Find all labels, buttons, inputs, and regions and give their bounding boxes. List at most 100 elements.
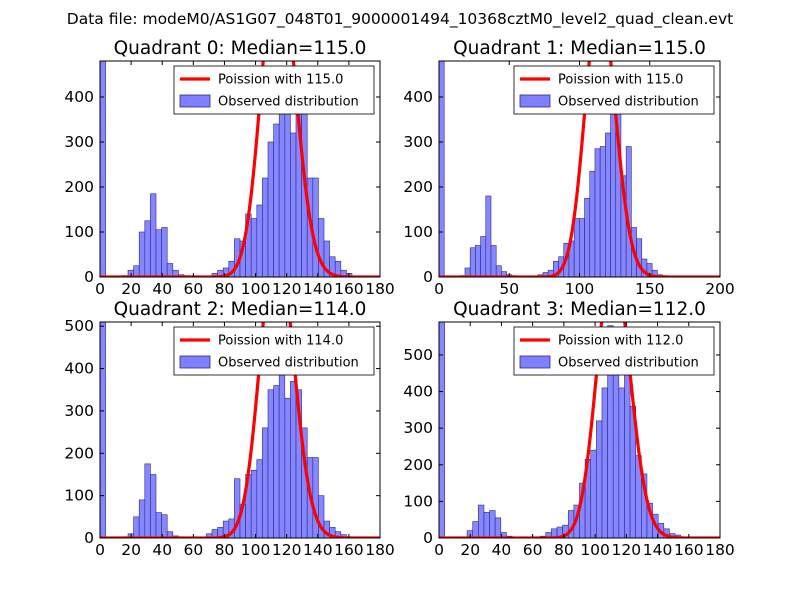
quadrant-2-poisson-curve xyxy=(100,322,380,538)
histogram-bar xyxy=(144,220,151,277)
histogram-bar xyxy=(155,229,162,277)
histogram-bar xyxy=(651,269,658,277)
histogram-bar xyxy=(161,227,168,277)
histogram-bar xyxy=(318,495,325,538)
y-tick-label: 100 xyxy=(64,223,94,241)
x-tick-label: 100 xyxy=(241,541,271,559)
histogram-bar xyxy=(489,510,496,538)
y-tick-label: 0 xyxy=(84,268,94,286)
legend-label-observed: Observed distribution xyxy=(558,356,699,371)
x-tick-label: 60 xyxy=(183,541,203,559)
y-tick-label: 300 xyxy=(403,419,433,437)
histogram-bar xyxy=(439,61,445,277)
x-tick-label: 150 xyxy=(635,280,665,298)
y-tick-label: 400 xyxy=(403,383,433,401)
histogram-bar xyxy=(166,263,174,277)
histogram-bar xyxy=(273,123,280,277)
y-tick-label: 200 xyxy=(403,456,433,474)
y-tick-label: 200 xyxy=(403,178,433,196)
x-tick-label: 120 xyxy=(272,541,302,559)
histogram-bar xyxy=(590,449,597,538)
legend-bar-swatch xyxy=(519,94,551,108)
x-tick-label: 40 xyxy=(152,280,172,298)
legend-label-poisson: Poission with 114.0 xyxy=(218,334,343,349)
histogram-bar xyxy=(439,322,445,538)
histogram-bar xyxy=(579,218,585,277)
histogram-bar xyxy=(596,420,603,538)
histogram-bar xyxy=(256,204,263,277)
x-tick-label: 160 xyxy=(334,541,364,559)
x-tick-label: 180 xyxy=(365,280,395,298)
y-tick-label: 200 xyxy=(64,444,94,462)
quadrant-3-axes-frame xyxy=(438,321,721,539)
histogram-bar xyxy=(150,193,157,277)
histogram-bar xyxy=(278,359,286,538)
x-tick-label: 20 xyxy=(121,280,141,298)
histogram-bar xyxy=(490,245,497,277)
y-tick-label: 500 xyxy=(403,346,433,364)
x-tick-label: 140 xyxy=(303,541,333,559)
quadrant-panels: 0 20 40 60 80 100 120 140 160 1800100200300400Qua… xyxy=(64,38,735,559)
histogram-bar xyxy=(267,389,274,538)
histogram-bar xyxy=(475,245,481,277)
histogram-bar xyxy=(267,141,274,277)
histogram-bar xyxy=(500,532,507,538)
histogram-bar xyxy=(483,512,490,538)
histogram-bar xyxy=(472,521,479,538)
quadrant-0-axes-frame xyxy=(99,60,381,278)
x-tick-label: 20 xyxy=(460,541,480,559)
y-tick-label: 400 xyxy=(64,360,94,378)
y-tick-label: 100 xyxy=(64,487,94,505)
histogram-bar xyxy=(478,504,485,538)
histogram-bar xyxy=(262,177,269,277)
x-tick-label: 0 xyxy=(95,280,105,298)
histogram-bar xyxy=(100,322,106,538)
legend-label-observed: Observed distribution xyxy=(218,356,359,371)
histogram-bar xyxy=(601,387,608,538)
x-tick-label: 120 xyxy=(612,541,642,559)
x-tick-label: 40 xyxy=(152,541,172,559)
x-tick-label: 140 xyxy=(303,280,333,298)
histogram-bar xyxy=(150,474,157,538)
histogram-bar xyxy=(334,260,342,277)
y-tick-label: 300 xyxy=(64,402,94,420)
quadrant-2-panel: 0 20 40 60 80 100 120 140 160 1800100200300400500… xyxy=(64,299,394,559)
histogram-bar xyxy=(494,517,502,538)
histogram-bar xyxy=(612,350,620,538)
histogram-bar xyxy=(573,218,580,277)
histogram-bar xyxy=(262,427,269,538)
histogram-bar xyxy=(312,177,319,277)
histogram-bar xyxy=(133,265,140,277)
legend-bar-swatch xyxy=(179,355,211,369)
legend-bar-swatch xyxy=(519,355,551,369)
x-tick-label: 100 xyxy=(241,280,271,298)
quadrant-0-poisson-curve xyxy=(100,61,380,277)
x-tick-label: 200 xyxy=(705,280,735,298)
histogram-bar xyxy=(624,372,631,538)
y-tick-label: 0 xyxy=(84,529,94,547)
x-tick-label: 80 xyxy=(554,541,574,559)
x-tick-label: 80 xyxy=(215,280,235,298)
histogram-bar xyxy=(100,61,106,277)
x-tick-label: 0 xyxy=(434,280,444,298)
quadrant-2-title: Quadrant 2: Median=114.0 xyxy=(114,299,367,320)
quadrant-1-panel: 0 50 100 150 200 0 100 200 300 400 Quadrant 1: Med… xyxy=(403,38,735,298)
histogram-bar xyxy=(138,231,146,277)
quadrant-2-axes-frame xyxy=(99,321,381,539)
histogram-bar xyxy=(155,512,162,538)
x-tick-label: 60 xyxy=(183,280,203,298)
histogram-bar xyxy=(290,380,297,538)
quadrant-0-panel: 0 20 40 60 80 100 120 140 160 1800100200300400Qua… xyxy=(64,38,395,298)
histogram-bar xyxy=(312,457,319,538)
x-tick-label: 40 xyxy=(492,541,512,559)
legend-label-poisson: Poission with 112.0 xyxy=(558,334,683,349)
legend-label-poisson: Poission with 115.0 xyxy=(558,73,683,88)
legend-bar-swatch xyxy=(179,94,211,108)
y-tick-label: 0 xyxy=(423,529,433,547)
quadrant-0-title: Quadrant 0: Median=115.0 xyxy=(114,38,367,59)
histogram-bar xyxy=(284,397,291,538)
y-tick-label: 200 xyxy=(64,178,94,196)
histogram-bar xyxy=(250,218,258,277)
y-tick-label: 500 xyxy=(64,317,94,335)
